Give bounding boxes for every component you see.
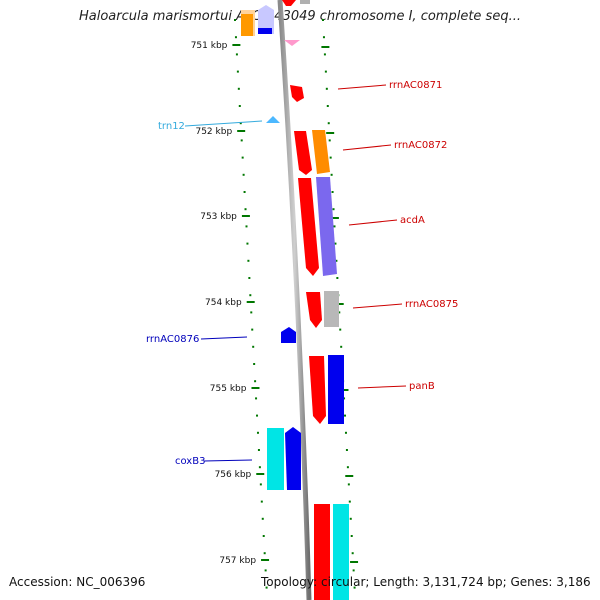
label-panB[interactable]: panB bbox=[409, 381, 435, 392]
ruler-labels: 751 kbp 752 kbp 753 kbp 754 kbp 755 kbp 756 k… bbox=[191, 41, 257, 566]
topology-text: Topology: circular; Length: 3,131,724 bp… bbox=[261, 575, 591, 589]
accession-text: Accession: NC_006396 bbox=[9, 575, 146, 589]
label-rrnAC0872[interactable]: rrnAC0872 bbox=[394, 140, 447, 151]
map-title: Haloarcula marismortui ATCC 43049 chromo… bbox=[79, 9, 521, 24]
ruler-label: 757 kbp bbox=[219, 556, 256, 566]
ruler-left-ticks bbox=[232, 19, 270, 589]
chromosome-backbone bbox=[277, 0, 312, 600]
ruler-label: 752 kbp bbox=[195, 127, 232, 137]
gene-rrnAC0871[interactable] bbox=[290, 85, 304, 102]
gene-acdA-purple[interactable] bbox=[316, 177, 337, 276]
gene-features bbox=[241, 0, 349, 600]
ruler-label: 753 kbp bbox=[200, 212, 237, 222]
gene-rrnAC0875-red[interactable] bbox=[306, 292, 322, 328]
ruler-label: 755 kbp bbox=[210, 384, 247, 394]
label-rrnAC0876[interactable]: rrnAC0876 bbox=[146, 334, 199, 345]
gene-acdA-red[interactable] bbox=[298, 178, 319, 276]
gene-callout-lines bbox=[184, 84, 407, 462]
gene-trn12[interactable] bbox=[266, 116, 280, 123]
feature-pink[interactable] bbox=[284, 40, 300, 46]
label-coxB3[interactable]: coxB3 bbox=[175, 456, 205, 467]
gene-panB-red[interactable] bbox=[309, 356, 326, 424]
gene-rrnAC0872-orange[interactable] bbox=[312, 130, 330, 174]
ruler-label: 751 kbp bbox=[191, 41, 228, 51]
feature-red-bottom[interactable] bbox=[314, 504, 330, 600]
ruler-label: 754 kbp bbox=[205, 298, 242, 308]
feature-orange-top[interactable] bbox=[241, 14, 253, 36]
gene-labels: rrnAC0871 trn12 rrnAC0872 acdA rrnAC0875… bbox=[146, 80, 458, 467]
gene-rrnAC0872-red[interactable] bbox=[294, 131, 312, 175]
feature-lavender[interactable] bbox=[258, 5, 274, 34]
feature-cyan-bottom[interactable] bbox=[333, 504, 349, 600]
label-acdA[interactable]: acdA bbox=[400, 215, 425, 226]
feature-blue-top[interactable] bbox=[258, 28, 272, 34]
label-rrnAC0875[interactable]: rrnAC0875 bbox=[405, 299, 458, 310]
feature-gray-top[interactable] bbox=[300, 0, 310, 4]
gene-panB-blue[interactable] bbox=[328, 355, 344, 424]
gene-coxB3-blue[interactable] bbox=[285, 427, 301, 490]
label-trn12[interactable]: trn12 bbox=[158, 121, 185, 132]
label-rrnAC0871[interactable]: rrnAC0871 bbox=[389, 80, 442, 91]
ruler-label: 756 kbp bbox=[215, 470, 252, 480]
gene-coxB3-cyan[interactable] bbox=[267, 428, 284, 490]
feature-red-top[interactable] bbox=[282, 0, 296, 6]
gene-rrnAC0876[interactable] bbox=[281, 327, 296, 343]
gene-rrnAC0875-gray[interactable] bbox=[324, 291, 339, 327]
